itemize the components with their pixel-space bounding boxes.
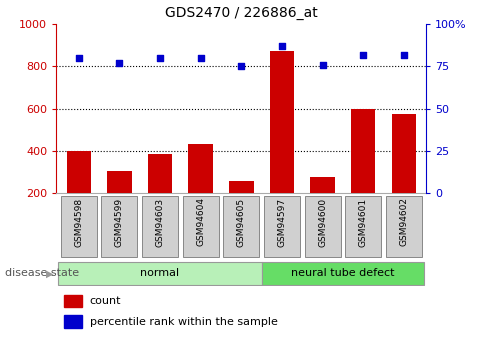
Bar bbox=[64, 295, 82, 307]
FancyBboxPatch shape bbox=[183, 196, 219, 257]
Point bbox=[75, 55, 83, 61]
FancyBboxPatch shape bbox=[345, 196, 381, 257]
Text: ▶: ▶ bbox=[47, 268, 54, 278]
Title: GDS2470 / 226886_at: GDS2470 / 226886_at bbox=[165, 6, 318, 20]
FancyBboxPatch shape bbox=[262, 262, 424, 285]
Text: GSM94597: GSM94597 bbox=[277, 197, 287, 247]
Text: count: count bbox=[90, 296, 121, 306]
Bar bbox=[67, 151, 91, 193]
Bar bbox=[392, 114, 416, 193]
Bar bbox=[148, 154, 172, 193]
FancyBboxPatch shape bbox=[305, 196, 341, 257]
Bar bbox=[311, 177, 335, 193]
Point bbox=[359, 52, 367, 57]
Text: disease state: disease state bbox=[5, 268, 79, 278]
Bar bbox=[270, 51, 294, 193]
Text: GSM94601: GSM94601 bbox=[359, 197, 368, 247]
Point bbox=[278, 43, 286, 49]
FancyBboxPatch shape bbox=[58, 262, 262, 285]
Text: GSM94603: GSM94603 bbox=[155, 197, 165, 247]
Bar bbox=[64, 315, 82, 328]
FancyBboxPatch shape bbox=[386, 196, 422, 257]
FancyBboxPatch shape bbox=[101, 196, 137, 257]
Text: GSM94605: GSM94605 bbox=[237, 197, 246, 247]
Text: neural tube defect: neural tube defect bbox=[291, 268, 395, 278]
Text: normal: normal bbox=[141, 268, 179, 278]
FancyBboxPatch shape bbox=[223, 196, 259, 257]
Point bbox=[197, 55, 205, 61]
Text: GSM94600: GSM94600 bbox=[318, 197, 327, 247]
Text: GSM94598: GSM94598 bbox=[74, 197, 83, 247]
Point bbox=[116, 60, 123, 66]
Point bbox=[318, 62, 326, 68]
FancyBboxPatch shape bbox=[142, 196, 178, 257]
Point bbox=[400, 52, 408, 57]
FancyBboxPatch shape bbox=[61, 196, 97, 257]
Text: percentile rank within the sample: percentile rank within the sample bbox=[90, 317, 277, 327]
Text: GSM94602: GSM94602 bbox=[399, 197, 409, 246]
Bar bbox=[107, 171, 131, 193]
Point bbox=[237, 63, 245, 69]
FancyBboxPatch shape bbox=[264, 196, 300, 257]
Text: GSM94599: GSM94599 bbox=[115, 197, 124, 247]
Bar bbox=[351, 109, 375, 193]
Text: GSM94604: GSM94604 bbox=[196, 197, 205, 246]
Point bbox=[156, 55, 164, 61]
Bar bbox=[189, 144, 213, 193]
Bar bbox=[229, 180, 253, 193]
